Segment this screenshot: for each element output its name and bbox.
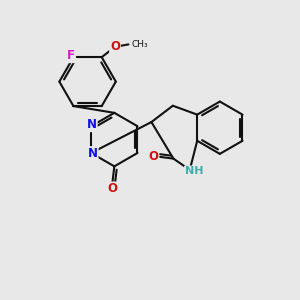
Text: N: N xyxy=(88,147,98,160)
Text: O: O xyxy=(110,40,120,53)
Text: NH: NH xyxy=(185,167,203,176)
Text: O: O xyxy=(107,182,117,195)
Text: CH₃: CH₃ xyxy=(131,40,148,49)
Text: F: F xyxy=(67,49,75,62)
Text: O: O xyxy=(148,150,158,163)
Text: N: N xyxy=(87,118,97,131)
